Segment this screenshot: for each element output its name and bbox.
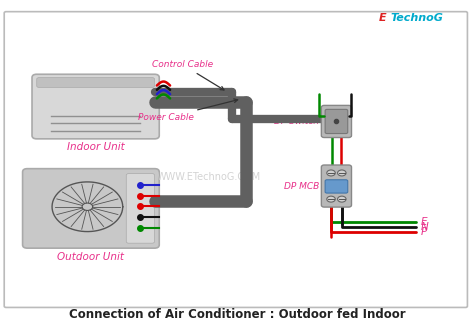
Circle shape bbox=[327, 170, 335, 176]
Text: E: E bbox=[421, 217, 427, 227]
Text: DP MCB: DP MCB bbox=[284, 182, 319, 190]
FancyBboxPatch shape bbox=[4, 12, 467, 307]
Text: Outdoor Unit: Outdoor Unit bbox=[57, 252, 124, 262]
FancyBboxPatch shape bbox=[126, 174, 155, 243]
FancyBboxPatch shape bbox=[321, 106, 352, 138]
FancyBboxPatch shape bbox=[321, 165, 352, 207]
Text: Connection of Air Conditioner : Outdoor fed Indoor: Connection of Air Conditioner : Outdoor … bbox=[69, 308, 405, 321]
Circle shape bbox=[337, 170, 346, 176]
FancyBboxPatch shape bbox=[36, 77, 155, 88]
Text: Power Cable: Power Cable bbox=[138, 99, 237, 122]
Text: Control Cable: Control Cable bbox=[152, 60, 224, 90]
Text: Indoor Unit: Indoor Unit bbox=[67, 142, 125, 152]
Text: N: N bbox=[421, 222, 428, 231]
FancyBboxPatch shape bbox=[32, 74, 159, 139]
Text: WWW.ETechnoG.COM: WWW.ETechnoG.COM bbox=[156, 172, 261, 182]
Text: DP Switch: DP Switch bbox=[274, 117, 319, 126]
Text: TechnoG: TechnoG bbox=[390, 13, 443, 23]
FancyBboxPatch shape bbox=[23, 169, 159, 248]
FancyBboxPatch shape bbox=[325, 109, 348, 134]
Circle shape bbox=[327, 196, 335, 202]
Text: P: P bbox=[421, 227, 427, 237]
Circle shape bbox=[337, 196, 346, 202]
Text: E: E bbox=[378, 13, 386, 23]
FancyBboxPatch shape bbox=[325, 180, 348, 193]
